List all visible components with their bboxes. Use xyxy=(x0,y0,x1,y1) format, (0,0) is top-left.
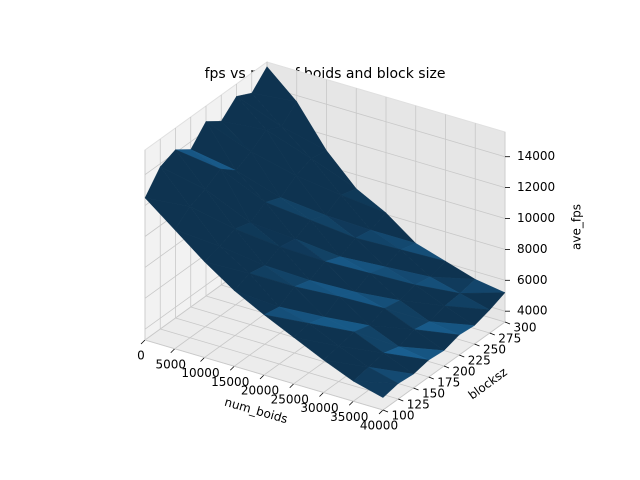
z-tick-label: 4000 xyxy=(517,304,548,318)
tick-mark xyxy=(398,398,404,402)
tick-mark xyxy=(378,409,384,415)
tick-mark xyxy=(489,332,495,336)
tick-mark xyxy=(504,321,511,325)
tick-mark xyxy=(382,409,389,413)
tick-mark xyxy=(413,387,419,391)
grid-line xyxy=(160,328,399,400)
y-tick-label: 300 xyxy=(514,321,537,335)
tick-mark xyxy=(319,392,324,397)
y-tick-label: 200 xyxy=(453,365,476,379)
tick-mark xyxy=(289,383,295,389)
z-tick-label: 10000 xyxy=(517,211,555,225)
x-tick-label: 40000 xyxy=(360,419,398,433)
grid-line xyxy=(266,86,506,158)
y-tick-label: 175 xyxy=(437,376,460,390)
y-tick-label: 250 xyxy=(483,343,506,357)
y-tick-label: 225 xyxy=(468,354,491,368)
tick-mark xyxy=(443,365,450,369)
x-tick-label: 20000 xyxy=(241,384,279,398)
x-tick-label: 25000 xyxy=(271,392,309,406)
tick-mark xyxy=(229,365,235,371)
z-tick-label: 12000 xyxy=(517,180,555,194)
z-tick-label: 6000 xyxy=(517,273,548,287)
tick-mark xyxy=(259,374,265,380)
y-tick-label: 150 xyxy=(422,387,445,401)
grid-line xyxy=(144,339,384,411)
x-tick-label: 0 xyxy=(137,349,145,363)
y-tick-label: 125 xyxy=(407,398,430,412)
tick-mark xyxy=(348,400,354,406)
x-tick-label: 15000 xyxy=(211,375,249,389)
surface-face xyxy=(353,380,399,398)
y-tick-label: 100 xyxy=(392,409,415,423)
x-tick-label: 35000 xyxy=(330,410,368,424)
z-tick-label: 8000 xyxy=(517,242,548,256)
tick-mark xyxy=(474,343,480,347)
tick-mark xyxy=(428,376,434,380)
tick-mark xyxy=(459,354,465,358)
z-axis-label: ave_fps xyxy=(570,204,584,250)
x-tick-label: 10000 xyxy=(181,366,219,380)
tick-mark xyxy=(170,348,176,354)
y-tick-label: 275 xyxy=(498,332,521,346)
z-tick-label: 14000 xyxy=(517,149,555,163)
tick-mark xyxy=(140,339,146,345)
tick-mark xyxy=(200,357,205,362)
x-tick-label: 30000 xyxy=(300,401,338,415)
x-tick-label: 5000 xyxy=(155,357,186,371)
